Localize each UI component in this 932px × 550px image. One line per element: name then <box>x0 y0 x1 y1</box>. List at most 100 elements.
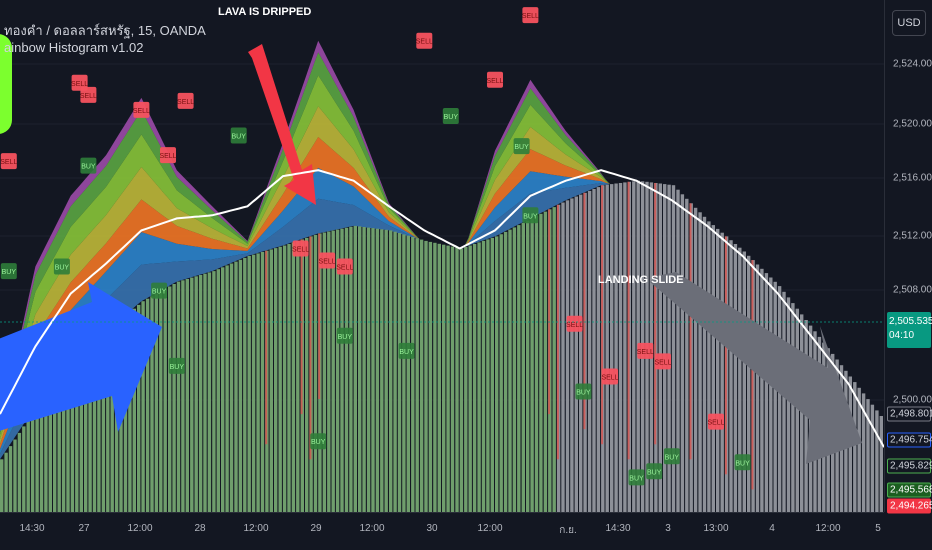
histogram-spike <box>583 192 586 430</box>
histogram-bar <box>340 228 344 512</box>
buy-signal[interactable]: BUY <box>0 263 17 280</box>
sell-signal[interactable]: SELL <box>637 342 654 359</box>
buy-signal[interactable]: BUY <box>628 469 645 486</box>
sell-signal[interactable]: SELL <box>707 413 725 430</box>
signal-box <box>177 92 194 109</box>
histogram-bar <box>389 230 393 512</box>
histogram-bar <box>587 190 592 512</box>
histogram-spike <box>724 236 727 475</box>
sell-signal[interactable]: SELL <box>133 101 150 118</box>
signal-label: SELL <box>159 153 176 160</box>
sell-signal[interactable]: SELL <box>601 368 619 385</box>
signal-box <box>708 413 724 430</box>
histogram-bar <box>238 259 243 512</box>
chart-plot-area[interactable]: SELL SELL SELL SELL SELL SELL SELL SELL SELL SELL… <box>0 0 884 512</box>
sell-signal[interactable]: SELL <box>159 147 177 164</box>
histogram-bar <box>733 244 738 512</box>
histogram-bar <box>486 239 490 512</box>
signal-label: BUY <box>444 114 459 121</box>
currency-button[interactable]: USD <box>892 10 926 36</box>
time-axis[interactable]: 14:30 27 12:00 28 12:00 29 12:00 30 12:00 ก.ย. 14:… <box>0 512 884 550</box>
signal-label: SELL <box>654 359 671 366</box>
buy-signal[interactable]: BUY <box>398 342 415 359</box>
signal-label: SELL <box>707 420 724 427</box>
sell-signal[interactable]: SELL <box>292 240 309 257</box>
histogram-bar <box>442 244 446 512</box>
signal-box <box>168 357 185 374</box>
sell-signal[interactable]: SELL <box>566 315 583 332</box>
buy-signal[interactable]: BUY <box>442 108 459 124</box>
histogram-bar <box>145 298 150 512</box>
sell-signal[interactable]: SELL <box>0 153 17 170</box>
sell-signal[interactable]: SELL <box>522 7 539 24</box>
signal-label: BUY <box>231 134 246 141</box>
signal-label: BUY <box>523 213 538 220</box>
time-tick: 14:30 <box>605 523 631 534</box>
histogram-bar <box>291 242 296 512</box>
histogram-bar <box>251 254 256 512</box>
histogram-bar <box>0 459 4 512</box>
signal-box <box>336 327 353 344</box>
sell-signal[interactable]: SELL <box>319 252 336 269</box>
sell-signal[interactable]: SELL <box>177 92 194 109</box>
red-arrow <box>248 44 316 205</box>
buy-signal[interactable]: BUY <box>310 433 327 450</box>
histogram-bar <box>132 308 136 512</box>
time-tick: 12:00 <box>359 523 385 534</box>
histogram-bar <box>212 271 216 512</box>
buy-signal[interactable]: BUY <box>522 207 539 224</box>
buy-signal[interactable]: BUY <box>336 327 353 344</box>
histogram-bar <box>150 296 154 512</box>
signal-label: BUY <box>735 460 750 467</box>
signal-label: BUY <box>338 334 353 341</box>
price-axis[interactable]: 2,524.000 2,520.000 2,516.000 2,512.000 … <box>884 0 932 514</box>
histogram-bar <box>216 269 220 512</box>
histogram-bar <box>596 187 601 512</box>
buy-signal[interactable]: BUY <box>151 282 168 299</box>
histogram-bar <box>207 272 212 512</box>
histogram-bar <box>229 263 234 512</box>
histogram-bar <box>97 340 101 512</box>
buy-signal[interactable]: BUY <box>734 454 751 471</box>
signal-label: BUY <box>399 349 414 356</box>
histogram-bar <box>853 382 857 512</box>
histogram-bar <box>870 404 875 512</box>
histogram-bar <box>243 257 247 512</box>
signal-label: SELL <box>319 259 336 266</box>
signal-label: BUY <box>576 390 591 397</box>
buy-signal[interactable]: BUY <box>53 258 70 275</box>
price-tick: 2,516.000 <box>893 172 932 184</box>
histogram-bar <box>185 279 189 512</box>
sell-signal[interactable]: SELL <box>486 71 504 88</box>
histogram-bar <box>137 304 141 512</box>
buy-signal[interactable]: BUY <box>513 138 530 155</box>
buy-signal[interactable]: BUY <box>230 127 247 144</box>
sell-signal[interactable]: SELL <box>336 258 353 275</box>
histogram-bar <box>274 248 278 512</box>
signal-label: SELL <box>566 322 583 329</box>
histogram-bar <box>92 345 97 512</box>
sell-signal[interactable]: SELL <box>71 74 88 91</box>
chart-canvas[interactable]: SELLSELLSELLSELLSELLSELLSELLSELLSELLSELL… <box>0 0 884 512</box>
time-tick: 3 <box>665 523 671 534</box>
histogram-bar <box>702 216 707 512</box>
symbol-title[interactable]: ทองคำ / ดอลลาร์สหรัฐ, 15, OANDA <box>4 23 206 38</box>
histogram-bar <box>366 227 371 512</box>
signal-markers: SELLSELLSELLSELLSELLSELLSELLSELLSELLSELL… <box>0 7 751 486</box>
histogram-bar <box>106 331 110 512</box>
buy-signal[interactable]: BUY <box>575 383 592 400</box>
signal-box <box>416 32 433 49</box>
buy-signal[interactable]: BUY <box>80 157 97 174</box>
sell-signal[interactable]: SELL <box>416 32 433 49</box>
histogram-bar <box>711 225 715 512</box>
buy-signal[interactable]: BUY <box>663 448 680 465</box>
buy-signal[interactable]: BUY <box>168 357 185 374</box>
buy-signal[interactable]: BUY <box>646 463 663 480</box>
histogram-bar <box>327 231 331 512</box>
sell-signal[interactable]: SELL <box>80 86 97 103</box>
histogram-bar <box>22 426 26 512</box>
histogram-bar <box>764 273 769 512</box>
sell-signal[interactable]: SELL <box>654 353 672 370</box>
histogram-bar <box>720 232 724 512</box>
indicator-title[interactable]: ainbow Histogram v1.02 <box>4 40 144 55</box>
